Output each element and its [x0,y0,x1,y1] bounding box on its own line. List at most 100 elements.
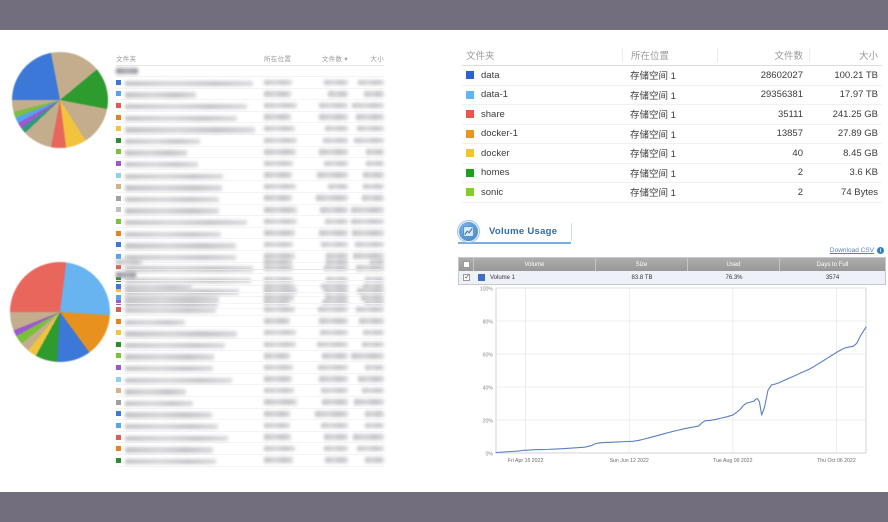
select-all-checkbox-cell[interactable] [459,258,474,271]
row-color-swatch [116,420,125,432]
table-row[interactable] [116,443,384,455]
cell-size: 17.97 TB [839,89,878,101]
tab-volume-usage[interactable]: Volume Usage [458,220,572,244]
column-header-folder[interactable]: 文件夹 [466,50,495,62]
table-row[interactable] [116,216,384,228]
cell-folder-name [125,236,264,254]
select-all-checkbox[interactable] [462,261,470,268]
table-row[interactable] [116,304,384,316]
table-row[interactable] [116,123,384,135]
folder-color-swatch [466,71,474,80]
table-row[interactable] [116,135,384,147]
cell-size [348,183,384,190]
column-header-size[interactable] [348,259,384,267]
table-row[interactable]: docker-1 存储空间 1 13857 27.89 GB [462,125,882,144]
table-row[interactable] [116,89,384,101]
column-header-file-count[interactable]: 文件数 [717,47,809,62]
row-color-swatch [116,297,125,309]
folder-color-swatch [466,129,474,138]
row-color-swatch [116,327,125,339]
column-header-size[interactable]: Size [596,258,688,271]
row-checkbox[interactable] [463,273,470,281]
table-row[interactable] [116,455,384,467]
info-icon[interactable]: i [877,247,884,254]
column-header-location[interactable] [264,259,310,267]
table-row[interactable]: sonic 存储空间 1 2 74 Bytes [462,183,882,203]
table-row[interactable] [116,339,384,351]
cell-folder-name [125,405,264,423]
table-row[interactable] [116,293,384,305]
column-header-count[interactable]: 文件数 ▾ [321,56,348,63]
table-row[interactable] [116,327,384,339]
column-header-size[interactable]: 大小 [809,47,882,62]
table-row[interactable] [116,170,384,182]
column-header-location[interactable]: 所在位置 [622,47,717,62]
column-header-location[interactable]: 所在位置 [264,56,292,63]
cell-folder-name [125,224,264,242]
cell-file-count [310,195,348,201]
table-row[interactable]: data 存储空间 1 28602027 100.21 TB [462,66,882,86]
cell-location [264,364,310,371]
table-row[interactable] [116,420,384,432]
cell-location [264,434,310,440]
table-row[interactable]: Volume 1 83.8 TB 76.3% 3574 [459,271,885,284]
cell-used: 76.3% [725,274,743,281]
table-row[interactable] [116,205,384,217]
cell-file-count [310,207,348,213]
table-row[interactable] [116,158,384,170]
cell-file-count [310,457,348,463]
cell-size: 241.25 GB [832,108,878,120]
cell-folder-name: docker [462,148,622,159]
redacted-folder-table-1: 文件夹 所在位置 文件数 ▾ 大小 [116,48,384,309]
cell-folder-name [125,300,264,318]
table-row[interactable] [116,193,384,205]
table-row[interactable] [116,251,384,263]
row-checkbox-cell[interactable] [459,271,474,284]
table-row[interactable] [116,316,384,328]
cell-folder-name [125,120,264,138]
column-header-name[interactable] [116,259,264,267]
row-color-swatch [116,123,125,135]
cell-file-count [310,137,348,144]
cell-file-count [310,114,348,120]
cell-file-count [310,125,348,132]
table-row[interactable] [116,181,384,193]
table-row[interactable]: share 存储空间 1 35111 241.25 GB [462,105,882,125]
cell-location [264,399,310,405]
table-row[interactable] [116,112,384,124]
row-color-swatch [116,338,125,350]
table-row[interactable]: homes 存储空间 1 2 3.6 KB [462,164,882,183]
table-row[interactable] [116,77,384,89]
column-header-size[interactable]: 大小 [370,56,384,63]
table-row[interactable] [116,351,384,363]
table-row[interactable] [116,374,384,386]
column-header-count[interactable] [310,259,348,267]
table-row[interactable] [116,432,384,444]
table-row[interactable]: data-1 存储空间 1 29356381 17.97 TB [462,86,882,105]
column-header-name[interactable]: 文件夹 [116,56,137,63]
table-row[interactable] [116,281,384,293]
y-axis-tick-label: 100% [480,286,494,292]
cell-size [348,306,384,313]
chart-line-icon [458,220,479,242]
table-row[interactable] [116,385,384,397]
table-row[interactable] [116,397,384,409]
table-row[interactable]: docker 存储空间 1 40 8.45 GB [462,144,882,164]
table-row[interactable] [116,228,384,240]
cell-file-count [310,149,348,155]
cell-file-count [310,265,348,271]
column-header-days-to-full[interactable]: Days to Full [816,261,849,268]
table-row[interactable] [116,409,384,421]
table-row[interactable] [116,100,384,112]
cell-file-count [310,434,348,440]
column-header-used[interactable]: Used [688,258,780,271]
table-row[interactable] [116,362,384,374]
volume-table-header-row: Volume Size Used Days to Full [459,258,885,271]
chart-series-line [495,326,867,454]
table-row[interactable] [116,147,384,159]
table-row[interactable] [116,239,384,251]
column-header-volume[interactable]: Volume [474,258,596,271]
cell-location: 存储空间 1 [630,110,676,122]
window-frame-bottom [0,492,888,522]
download-csv-link[interactable]: Download CSV [829,247,874,254]
